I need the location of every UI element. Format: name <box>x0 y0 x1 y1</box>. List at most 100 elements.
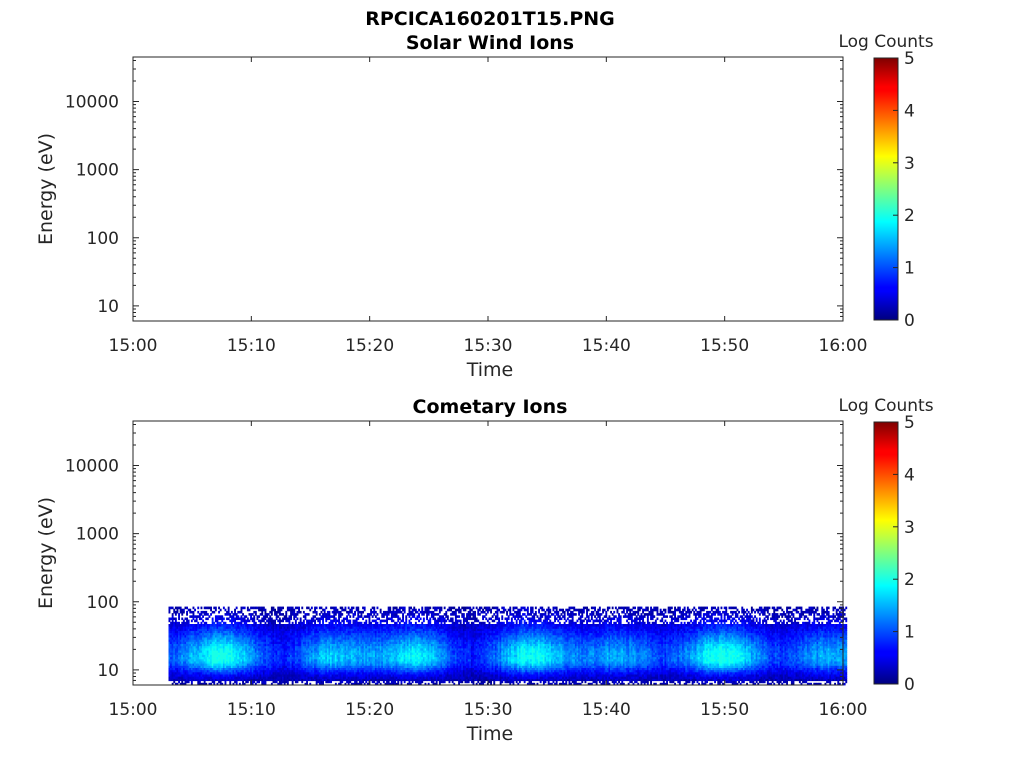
heat-cell <box>322 608 324 612</box>
heat-cell <box>288 637 291 640</box>
heat-cell <box>365 619 368 623</box>
heat-cell <box>274 678 276 682</box>
heat-cell <box>211 648 214 651</box>
heat-cell <box>198 676 201 679</box>
heat-cell <box>277 671 280 675</box>
heat-cell <box>275 669 278 673</box>
heat-cell <box>250 667 252 671</box>
heat-cell <box>286 637 289 640</box>
heat-cell <box>323 676 326 679</box>
heat-cell <box>194 619 196 623</box>
heat-cell <box>349 669 352 673</box>
heat-cell <box>322 682 324 686</box>
heat-cell <box>320 641 323 644</box>
heat-cell <box>181 630 184 634</box>
heat-cell <box>355 674 358 677</box>
heat-cell <box>298 621 300 625</box>
heat-cell <box>354 676 356 679</box>
heat-cell <box>336 665 339 668</box>
heat-cell <box>194 652 196 655</box>
heat-cell <box>198 637 201 640</box>
heat-cell <box>216 626 219 629</box>
heat-cell <box>264 624 267 627</box>
heat-cell <box>194 678 196 682</box>
heat-cell <box>192 617 195 621</box>
heat-cell <box>258 615 260 618</box>
heat-cell <box>230 617 233 621</box>
heat-cell <box>267 637 270 640</box>
heat-cell <box>312 678 315 682</box>
heat-cell <box>352 613 355 616</box>
heat-cell <box>304 641 307 644</box>
heat-cell <box>230 610 233 614</box>
heat-cell <box>349 676 352 679</box>
heat-cell <box>226 676 228 679</box>
heat-cell <box>298 654 300 658</box>
heat-cell <box>307 619 310 623</box>
heat-cell <box>326 615 329 618</box>
heat-cell <box>310 671 313 675</box>
heat-cell <box>285 613 288 616</box>
heat-cell <box>339 656 342 660</box>
heat-cell <box>222 650 225 653</box>
heat-cell <box>306 624 308 627</box>
heat-cell <box>168 610 171 614</box>
heat-cell <box>285 658 288 662</box>
heat-cell <box>182 628 185 631</box>
heat-cell <box>288 634 291 638</box>
heat-cell <box>291 639 294 642</box>
heat-cell <box>232 654 235 658</box>
heat-cell <box>230 669 233 673</box>
heat-cell <box>320 654 323 658</box>
heat-cell <box>330 637 332 640</box>
heat-cell <box>197 656 200 660</box>
heat-cell <box>294 654 297 658</box>
heat-cell <box>282 661 284 664</box>
heat-cell <box>189 671 192 675</box>
heat-cell <box>331 665 334 668</box>
heat-cell <box>315 617 318 621</box>
heat-cell <box>200 639 203 642</box>
heat-cell <box>325 650 328 653</box>
heat-cell <box>275 624 278 627</box>
heat-cell <box>232 648 235 651</box>
heat-cell <box>242 617 244 621</box>
heat-cell <box>184 671 187 675</box>
heat-cell <box>198 648 201 651</box>
heat-cell <box>358 637 361 640</box>
heat-cell <box>360 632 363 636</box>
heat-cell <box>216 637 219 640</box>
heat-cell <box>347 619 350 623</box>
heat-cell <box>168 661 171 664</box>
heat-cell <box>251 658 254 662</box>
heat-cell <box>262 606 265 610</box>
heat-cell <box>173 650 176 653</box>
heat-cell <box>235 678 238 682</box>
heat-cell <box>336 619 339 623</box>
heat-cell <box>251 645 254 649</box>
heat-cell <box>277 658 280 662</box>
heat-cell <box>267 624 270 627</box>
heat-cell <box>202 624 204 627</box>
heat-cell <box>379 608 382 612</box>
heat-cell <box>334 613 337 616</box>
heat-cell <box>221 628 224 631</box>
heat-cell <box>301 639 304 642</box>
heat-cell <box>318 613 321 616</box>
heat-cell <box>283 615 286 618</box>
heat-cell <box>227 654 230 658</box>
heat-cell <box>254 628 257 631</box>
heat-cell <box>333 610 336 614</box>
heat-cell <box>230 641 233 644</box>
heat-cell <box>181 624 184 627</box>
heat-cell <box>197 645 200 649</box>
heat-cell <box>326 656 329 660</box>
heat-cell <box>312 669 315 673</box>
heat-cell <box>331 639 334 642</box>
heat-cell <box>330 656 332 660</box>
heat-cell <box>208 615 211 618</box>
heat-cell <box>259 674 262 677</box>
heat-cell <box>282 680 284 684</box>
heat-cell <box>274 652 276 655</box>
heat-cell <box>342 632 345 636</box>
